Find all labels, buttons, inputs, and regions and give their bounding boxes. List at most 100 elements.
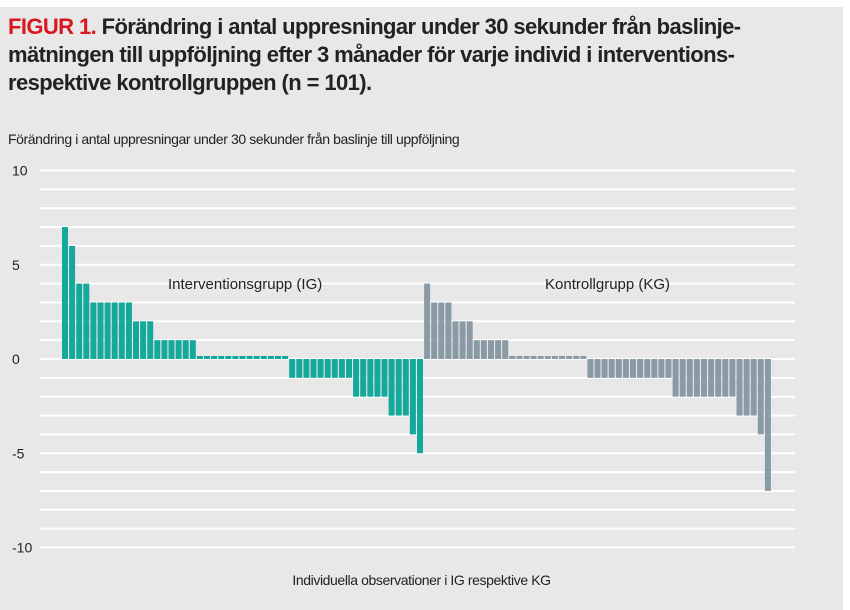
bar-ig [182,340,189,359]
bar-kg [544,356,551,359]
bar-ig [246,356,253,359]
bar-ig [196,356,203,359]
bar-ig [409,359,416,435]
figure-caption: FIGUR 1. Förändring i antal uppresningar… [8,13,833,97]
y-tick-label: -10 [12,540,32,556]
y-tick-label: 5 [12,257,20,273]
bar-kg [530,356,537,359]
bar-ig [275,356,281,359]
bar-kg [615,359,622,378]
bar-kg [764,359,771,491]
bar-ig [211,356,218,359]
bar-kg [502,340,509,359]
bar-kg [708,359,715,397]
bar-kg [679,359,686,397]
bar-kg [658,359,665,378]
bar-ig [161,340,168,359]
bar-kg [566,356,573,359]
y-axis-label: Förändring i antal uppresningar under 30… [8,131,460,147]
bar-ig [317,359,324,378]
bar-ig [338,359,345,378]
bar-kg [665,359,672,378]
bar-kg [701,359,707,397]
bar-ig [204,356,210,359]
bar-ig [381,359,388,397]
bar-ig [267,356,274,359]
bar-ig [175,340,182,359]
bar-kg [686,359,693,397]
bar-kg [750,359,757,416]
bar-kg [480,340,487,359]
bar-kg [488,340,494,359]
bar-ig [388,359,395,416]
bar-kg [715,359,722,397]
bar-ig [232,356,239,359]
figure-caption-text: Förändring i antal uppresningar under 30… [8,14,741,95]
bar-ig [296,359,303,378]
bar-ig [303,359,310,378]
bar-ig [69,245,76,359]
bar-kg [559,356,565,359]
bar-kg [473,340,480,359]
bar-kg [516,356,523,359]
bar-kg [651,359,658,378]
bar-ig [253,356,260,359]
bar-ig [402,359,409,416]
bar-ig [310,359,317,378]
bar-ig [111,302,118,359]
bar-ig [62,227,68,359]
bar-kg [672,359,679,397]
bar-ig [324,359,331,378]
bar-ig [76,283,83,359]
bar-kg [601,359,608,378]
bar-ig [154,340,161,359]
bar-ig [140,321,147,359]
bar-kg [537,356,544,359]
bar-ig [289,359,296,378]
bar-kg [729,359,736,397]
figure-label: FIGUR 1. [8,14,97,39]
bar-ig [395,359,402,416]
bar-kg [438,302,445,359]
bar-ig [168,340,175,359]
bar-ig [147,321,154,359]
series-label-kg: Kontrollgrupp (KG) [545,276,670,293]
bar-kg [637,359,644,378]
bar-ig [133,321,139,359]
bar-kg [587,359,594,378]
y-tick-label: 10 [12,163,28,179]
bar-ig [346,359,352,378]
bar-kg [580,356,587,359]
bar-ig [189,340,196,359]
bar-ig [83,283,90,359]
bar-kg [743,359,750,416]
bar-kg [466,321,473,359]
bar-kg [757,359,764,435]
bar-kg [523,356,530,359]
bar-ig [104,302,111,359]
bar-ig [374,359,381,397]
bar-kg [594,359,601,378]
bar-kg [622,359,629,378]
bar-ig [125,302,132,359]
y-tick-label: -5 [12,445,25,461]
bar-kg [722,359,729,397]
bar-kg [495,340,502,359]
bar-kg [509,356,516,359]
bar-kg [445,302,452,359]
bar-ig [282,356,289,359]
bar-kg [431,302,438,359]
bar-kg [644,359,651,378]
series-label-ig: Interventionsgrupp (IG) [168,276,322,293]
bar-kg [736,359,743,416]
bar-kg [424,283,431,359]
bar-kg [693,359,700,397]
bar-kg [630,359,636,378]
bar-ig [218,356,225,359]
bar-ig [239,356,246,359]
bar-ig [367,359,374,397]
bar-ig [360,359,367,397]
bar-ig [353,359,360,397]
bar-ig [97,302,104,359]
